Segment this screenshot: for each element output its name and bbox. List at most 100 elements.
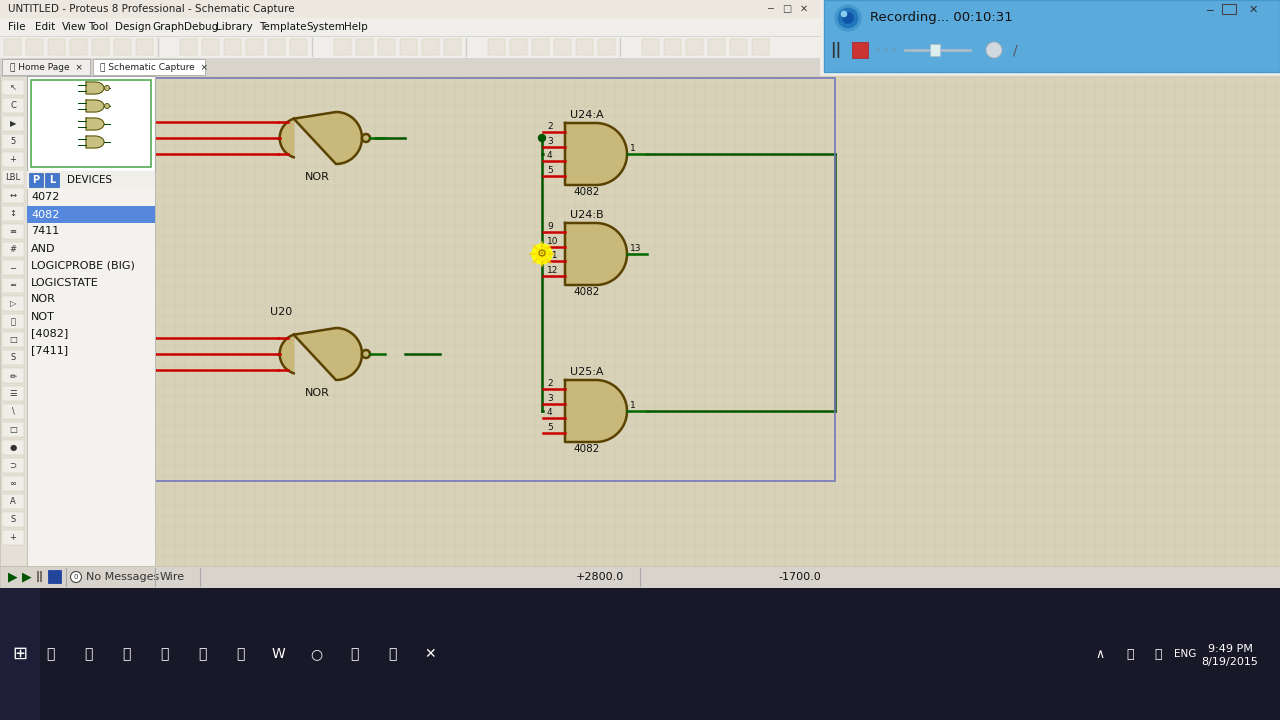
- Text: 🔊: 🔊: [1126, 647, 1134, 660]
- Text: Design: Design: [115, 22, 151, 32]
- Text: UNTITLED - Proteus 8 Professional - Schematic Capture: UNTITLED - Proteus 8 Professional - Sche…: [8, 4, 294, 14]
- Bar: [3, 404, 24, 419]
- Text: +: +: [9, 155, 17, 164]
- Bar: [0, 76, 27, 566]
- Text: NOR: NOR: [305, 388, 330, 398]
- Text: ▷: ▷: [10, 299, 17, 308]
- Text: ⊞: ⊞: [13, 645, 28, 663]
- Bar: [3, 530, 24, 545]
- Text: ─: ─: [10, 263, 15, 272]
- Text: 2: 2: [547, 122, 553, 131]
- Circle shape: [532, 244, 552, 264]
- Bar: [27, 76, 155, 171]
- Bar: [0, 18, 820, 36]
- Bar: [155, 76, 1280, 566]
- Bar: [3, 170, 24, 185]
- Text: \: \: [12, 407, 14, 416]
- Circle shape: [362, 134, 370, 142]
- Bar: [730, 39, 748, 55]
- Text: 📶: 📶: [1155, 647, 1162, 660]
- Text: S: S: [10, 353, 15, 362]
- Bar: [356, 39, 372, 55]
- Text: 13: 13: [630, 244, 641, 253]
- Text: ∧: ∧: [1096, 647, 1105, 660]
- Circle shape: [70, 572, 82, 582]
- Bar: [852, 42, 868, 58]
- Text: NOR: NOR: [31, 294, 56, 305]
- Text: □: □: [9, 335, 17, 344]
- Text: 5: 5: [547, 423, 553, 432]
- Bar: [3, 80, 24, 95]
- Text: 🔥: 🔥: [236, 647, 244, 661]
- Text: U20: U20: [270, 307, 292, 317]
- Text: AND: AND: [31, 243, 55, 253]
- Text: LBL: LBL: [5, 173, 20, 182]
- Bar: [3, 188, 24, 203]
- Text: Library: Library: [216, 22, 253, 32]
- Bar: [378, 39, 396, 55]
- Bar: [0, 588, 40, 720]
- Text: ●: ●: [9, 443, 17, 452]
- Polygon shape: [564, 123, 627, 185]
- Text: 11: 11: [547, 251, 558, 261]
- Text: W: W: [271, 647, 285, 661]
- Text: U25:A: U25:A: [570, 367, 603, 377]
- Text: 1: 1: [630, 144, 636, 153]
- Text: 10: 10: [547, 237, 558, 246]
- Text: 4082: 4082: [573, 444, 600, 454]
- Text: LOGICSTATE: LOGICSTATE: [31, 277, 99, 287]
- Circle shape: [362, 350, 370, 358]
- Text: □: □: [782, 4, 791, 14]
- Bar: [554, 39, 571, 55]
- Text: ✕: ✕: [424, 647, 435, 661]
- Text: NOT: NOT: [31, 312, 55, 322]
- Text: System: System: [306, 22, 346, 32]
- Text: 1: 1: [630, 401, 636, 410]
- Text: No Messages: No Messages: [86, 572, 159, 582]
- Bar: [3, 368, 24, 383]
- Text: 4: 4: [547, 408, 553, 418]
- Bar: [0, 0, 820, 18]
- Bar: [3, 458, 24, 473]
- Bar: [3, 206, 24, 221]
- Text: 9: 9: [547, 222, 553, 230]
- Text: 4082: 4082: [573, 287, 600, 297]
- Text: ○: ○: [310, 647, 323, 661]
- Bar: [0, 0, 820, 18]
- Text: ▶: ▶: [10, 119, 17, 128]
- Bar: [422, 39, 439, 55]
- Text: ✏: ✏: [9, 371, 17, 380]
- Text: ─: ─: [767, 4, 773, 14]
- Bar: [931, 44, 940, 56]
- Text: ─: ─: [1207, 5, 1213, 15]
- Bar: [3, 440, 24, 455]
- Circle shape: [835, 5, 861, 31]
- Bar: [753, 39, 769, 55]
- Circle shape: [539, 135, 545, 142]
- Text: NOR: NOR: [305, 172, 330, 182]
- Text: ENG: ENG: [1174, 649, 1197, 659]
- Bar: [155, 78, 835, 481]
- Bar: [488, 39, 506, 55]
- Bar: [3, 386, 24, 401]
- Bar: [114, 39, 131, 55]
- Text: ═: ═: [10, 281, 15, 290]
- Bar: [4, 39, 20, 55]
- Bar: [598, 39, 614, 55]
- Bar: [509, 39, 527, 55]
- Text: U24:A: U24:A: [570, 110, 603, 120]
- Text: 📋 Schematic Capture  ×: 📋 Schematic Capture ×: [100, 63, 207, 71]
- Text: [4082]: [4082]: [31, 328, 68, 338]
- Polygon shape: [86, 82, 104, 94]
- Text: -1700.0: -1700.0: [778, 572, 822, 582]
- Bar: [224, 39, 241, 55]
- Bar: [3, 296, 24, 311]
- Text: ||: ||: [36, 572, 44, 582]
- Polygon shape: [86, 118, 104, 130]
- Text: Tool: Tool: [88, 22, 109, 32]
- Polygon shape: [564, 223, 627, 285]
- Text: Template: Template: [259, 22, 306, 32]
- Bar: [3, 512, 24, 527]
- Text: 5: 5: [10, 137, 15, 146]
- Text: +: +: [9, 533, 17, 542]
